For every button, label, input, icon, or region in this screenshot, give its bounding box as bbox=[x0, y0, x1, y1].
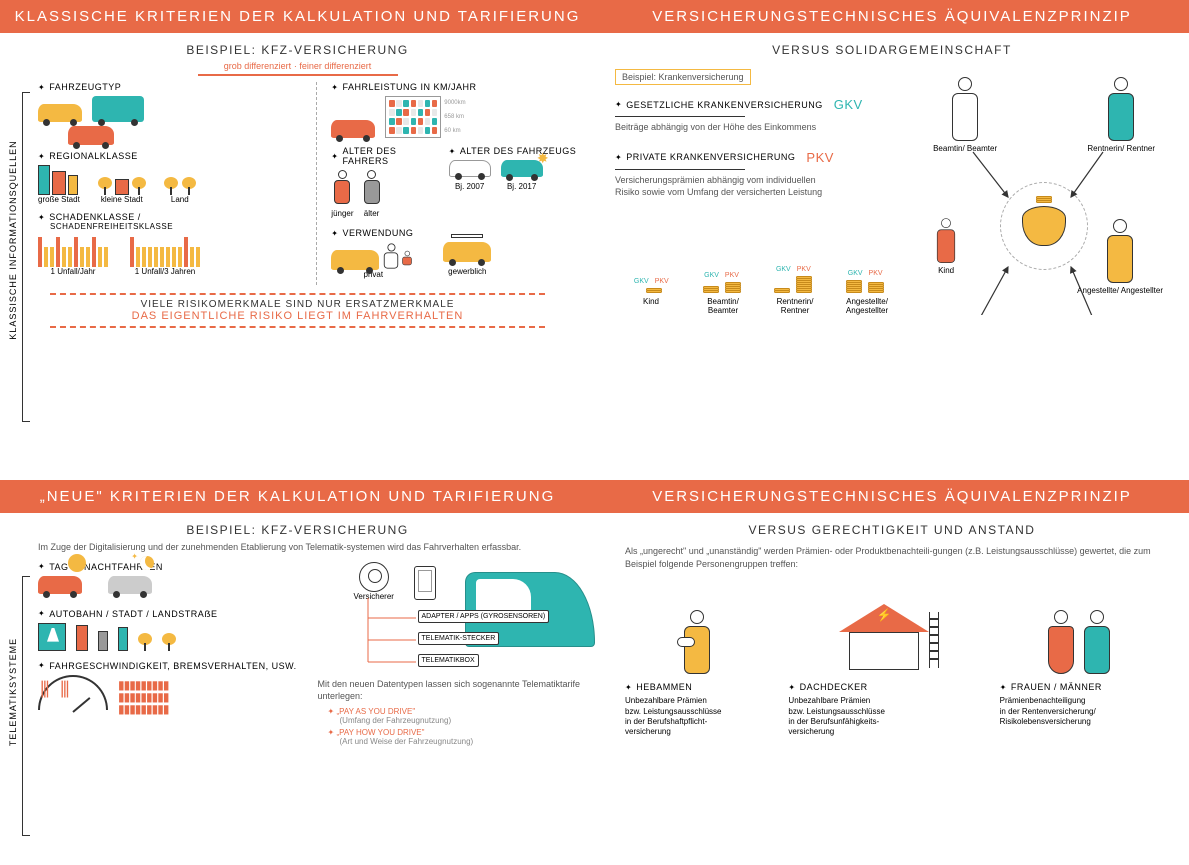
banner-p1: KLASSISCHE KRITERIEN DER KALKULATION UND… bbox=[0, 0, 595, 33]
man-woman-icon bbox=[1000, 584, 1159, 674]
panel-equivalence-solidarity: VERSICHERUNGSTECHNISCHES ÄQUIVALENZPRINZ… bbox=[595, 0, 1189, 480]
tariff-list: ✦ „PAY AS YOU DRIVE" (Umfang der Fahrzeu… bbox=[318, 707, 584, 746]
money-pot-icon bbox=[1000, 182, 1088, 270]
roads-icon bbox=[38, 623, 304, 651]
regions-icon: große Stadt kleine Stadt bbox=[38, 165, 302, 204]
banner-p2: VERSICHERUNGSTECHNISCHES ÄQUIVALENZPRINZ… bbox=[595, 0, 1189, 33]
person-kind-icon: Kind bbox=[933, 199, 959, 275]
telematics-diagram: Versicherer ADAPTER / APPS (GYROSENSOREN… bbox=[318, 562, 584, 672]
panel-equivalence-justice: VERSICHERUNGSTECHNISCHES ÄQUIVALENZPRINZ… bbox=[595, 480, 1189, 865]
banner-p3: „NEUE" KRITERIEN DER KALKULATION UND TAR… bbox=[0, 480, 595, 513]
subtitle-p2: VERSUS SOLIDARGEMEINSCHAFT bbox=[595, 43, 1189, 57]
fahrleistung-icon: 9000km 658 km 60 km bbox=[331, 96, 583, 138]
house-icon: ⚡ bbox=[788, 584, 979, 674]
bracket-p3 bbox=[22, 576, 30, 836]
intro-p3: Im Zuge der Digitalisierung und der zune… bbox=[38, 541, 583, 554]
sect-schadenklasse: SCHADENKLASSE / SCHADENFREIHEITSKLASSE bbox=[38, 212, 302, 231]
sect-alter-fzg: ALTER DES FAHRZEUGS bbox=[449, 146, 583, 156]
vlabel-p3: TELEMATIKSYSTEME bbox=[8, 638, 18, 746]
person-angestellte-icon: Angestellte/ Angestellter bbox=[1077, 219, 1163, 295]
panel-classic-criteria: KLASSISCHE KRITERIEN DER KALKULATION UND… bbox=[0, 0, 595, 480]
hebamme-icon bbox=[625, 584, 768, 674]
p2-diagram: Beamtin/ Beamter Rentnerin/ Rentner Kind… bbox=[913, 67, 1175, 315]
banner-p4: VERSICHERUNGSTECHNISCHES ÄQUIVALENZPRINZ… bbox=[595, 480, 1189, 513]
legend-differentiation: grob differenziert · feiner differenzier… bbox=[0, 61, 595, 76]
subtitle-p1: BEISPIEL: KFZ-VERSICHERUNG bbox=[0, 43, 595, 57]
p2-text-col: Beispiel: Krankenversicherung GESETZLICH… bbox=[615, 67, 903, 315]
content-p1: FAHRZEUGTYP REGIONALKLASSE große Stadt bbox=[0, 82, 595, 285]
driver-age-icon: jünger älter bbox=[331, 170, 434, 218]
sect-regionalklasse: REGIONALKLASSE bbox=[38, 151, 302, 161]
conclusion-box: VIELE RISIKOMERKMALE SIND NUR ERSATZMERK… bbox=[10, 293, 585, 328]
person-beamter-icon: Beamtin/ Beamter bbox=[933, 77, 997, 153]
sect-alter-fahrer: ALTER DES FAHRERS bbox=[331, 146, 434, 166]
bracket-p1 bbox=[22, 92, 30, 422]
example-pill: Beispiel: Krankenversicherung bbox=[615, 69, 751, 85]
sect-fahrleistung: FAHRLEISTUNG IN KM/JAHR bbox=[331, 82, 583, 92]
subtitle-p3: BEISPIEL: KFZ-VERSICHERUNG bbox=[0, 523, 595, 537]
sect-roads: AUTOBAHN / STADT / LANDSTRAẞE bbox=[38, 609, 304, 619]
coin-chart: GKVPKVGKVPKVGKVPKVGKVPKV KindBeamtin/ Be… bbox=[615, 213, 903, 315]
intro-p4: Als „ungerecht" und „unanständig" werden… bbox=[625, 545, 1159, 570]
group-hebammen: HEBAMMEN Unbezahlbare Prämienbzw. Leistu… bbox=[625, 584, 768, 738]
cars-fahrzeugtyp-icon bbox=[38, 96, 302, 122]
panel-new-criteria: „NEUE" KRITERIEN DER KALKULATION UND TAR… bbox=[0, 480, 595, 865]
day-night-icon: ✦ bbox=[38, 576, 304, 599]
sect-fahrzeugtyp: FAHRZEUGTYP bbox=[38, 82, 302, 92]
subtitle-p4: VERSUS GERECHTIGKEIT UND ANSTAND bbox=[595, 523, 1189, 537]
group-dachdecker: ⚡ DACHDECKER Unbezahlbare Prämienbzw. Le… bbox=[788, 584, 979, 738]
accident-bars-icon: 1 Unfall/Jahr 1 Unfall/3 Jahren bbox=[38, 235, 302, 276]
sect-speed: FAHRGESCHWINDIGKEIT, BREMSVERHALTEN, USW… bbox=[38, 661, 304, 671]
group-frauen-maenner: FRAUEN / MÄNNER Prämienbenachteiligungin… bbox=[1000, 584, 1159, 727]
verwendung-icon: privat gewerblich bbox=[331, 242, 583, 279]
person-rentner-icon: Rentnerin/ Rentner bbox=[1087, 77, 1155, 153]
car-age-icon: Bj. 2007 ✸Bj. 2017 bbox=[449, 160, 583, 191]
speed-icon: ⦀ ⦀ ▮▮▮▮▮▮▮▮▮▮▮▮▮▮▮▮▮▮▮▮▮▮▮▮▮▮▮ bbox=[38, 675, 304, 715]
tariff-intro: Mit den neuen Datentypen lassen sich sog… bbox=[318, 678, 584, 703]
